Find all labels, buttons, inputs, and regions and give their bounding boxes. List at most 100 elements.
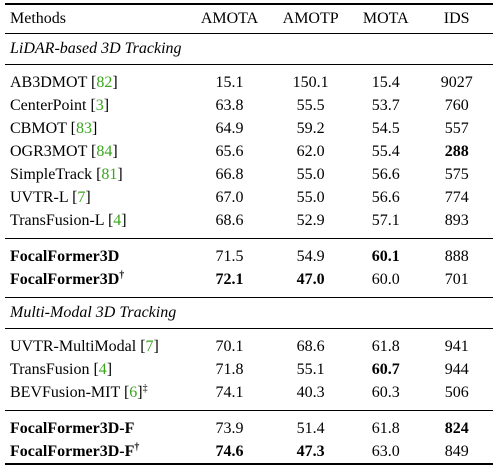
amotp-cell: 54.9 bbox=[296, 248, 325, 265]
dagger-mark: † bbox=[119, 270, 125, 281]
mota-cell: 15.4 bbox=[371, 74, 400, 91]
mota-cell-best: 60.7 bbox=[371, 361, 400, 378]
table-row: SimpleTrack [81] 66.8 55.0 56.6 575 bbox=[5, 163, 493, 186]
method-cell: FocalFormer3D bbox=[5, 239, 189, 269]
method-cell: UVTR-L [7] bbox=[10, 189, 91, 206]
ids-cell: 774 bbox=[444, 189, 469, 206]
method-cell: OGR3MOT [84] bbox=[10, 143, 118, 160]
ids-cell: 888 bbox=[444, 248, 469, 265]
method-cell: FocalFormer3D-F bbox=[5, 411, 189, 441]
ids-cell: 575 bbox=[444, 166, 469, 183]
method-cell: TransFusion [4] bbox=[10, 361, 113, 378]
method-name: AB3DMOT bbox=[10, 74, 88, 91]
tracking-results-table: Methods AMOTA AMOTP MOTA IDS LiDAR-based… bbox=[5, 3, 493, 465]
citation-link[interactable]: 81 bbox=[101, 166, 118, 183]
citation-link[interactable]: 6 bbox=[129, 384, 138, 401]
citation-link[interactable]: 3 bbox=[95, 97, 104, 114]
method-cell: TransFusion-L [4] bbox=[5, 209, 189, 239]
method-name: FocalFormer3D bbox=[10, 271, 120, 288]
mota-cell: 60.0 bbox=[351, 268, 421, 298]
header-row: Methods AMOTA AMOTP MOTA IDS bbox=[5, 3, 493, 34]
method-cell: FocalFormer3D-F† bbox=[5, 440, 189, 465]
method-name: BEVFusion-MIT bbox=[10, 384, 120, 401]
section-header-lidar: LiDAR-based 3D Tracking bbox=[5, 33, 493, 65]
header-ids: IDS bbox=[420, 3, 493, 34]
table-row-ours: FocalFormer3D-F† 74.6 47.3 63.0 849 bbox=[5, 440, 493, 465]
citation-link[interactable]: 4 bbox=[98, 361, 107, 378]
method-name: CBMOT bbox=[10, 120, 67, 137]
method-name: CenterPoint bbox=[10, 97, 87, 114]
amotp-cell: 55.5 bbox=[296, 97, 325, 114]
ids-cell-best: 824 bbox=[444, 420, 469, 437]
mota-cell: 54.5 bbox=[371, 120, 400, 137]
double-dagger-mark: ‡ bbox=[142, 383, 148, 394]
ids-cell: 944 bbox=[444, 361, 469, 378]
citation-link[interactable]: 84 bbox=[96, 143, 113, 160]
citation-link[interactable]: 7 bbox=[145, 338, 154, 355]
citation-link[interactable]: 82 bbox=[96, 74, 113, 91]
amota-cell-best: 72.1 bbox=[188, 268, 271, 298]
table-row-ours: FocalFormer3D 71.5 54.9 60.1 888 bbox=[5, 239, 493, 269]
amota-cell: 66.8 bbox=[215, 166, 244, 183]
mota-cell: 57.1 bbox=[351, 209, 421, 239]
table-row: BEVFusion-MIT [6]‡ 74.1 40.3 60.3 506 bbox=[5, 381, 493, 411]
mota-cell: 56.6 bbox=[371, 166, 400, 183]
table-row-ours: FocalFormer3D-F 73.9 51.4 61.8 824 bbox=[5, 411, 493, 441]
ids-cell: 557 bbox=[444, 120, 469, 137]
dagger-mark: † bbox=[134, 442, 140, 453]
ids-cell: 506 bbox=[420, 381, 493, 411]
header-mota: MOTA bbox=[351, 3, 421, 34]
table-row: CBMOT [83] 64.9 59.2 54.5 557 bbox=[5, 117, 493, 140]
amota-cell: 63.8 bbox=[215, 97, 244, 114]
citation-link[interactable]: 4 bbox=[113, 212, 122, 229]
table-row: CenterPoint [3] 63.8 55.5 53.7 760 bbox=[5, 94, 493, 117]
method-name: OGR3MOT bbox=[10, 143, 88, 160]
method-cell: CBMOT [83] bbox=[10, 120, 98, 137]
method-cell: AB3DMOT [82] bbox=[10, 74, 118, 91]
ids-cell: 701 bbox=[420, 268, 493, 298]
mota-cell: 63.0 bbox=[351, 440, 421, 465]
method-name: TransFusion-L bbox=[10, 212, 104, 229]
amota-cell: 71.5 bbox=[215, 248, 244, 265]
amotp-cell: 55.1 bbox=[296, 361, 325, 378]
amota-cell: 64.9 bbox=[215, 120, 244, 137]
table-row-ours: FocalFormer3D† 72.1 47.0 60.0 701 bbox=[5, 268, 493, 298]
amotp-cell-best: 47.0 bbox=[270, 268, 352, 298]
citation-link[interactable]: 7 bbox=[77, 189, 86, 206]
amotp-cell: 52.9 bbox=[270, 209, 352, 239]
method-name: UVTR-MultiModal bbox=[10, 338, 137, 355]
method-cell: UVTR-MultiModal [7] bbox=[10, 338, 159, 355]
mota-cell: 60.3 bbox=[351, 381, 421, 411]
section-title-lidar: LiDAR-based 3D Tracking bbox=[5, 33, 493, 65]
mota-cell: 55.4 bbox=[371, 143, 400, 160]
amota-cell: 67.0 bbox=[215, 189, 244, 206]
amota-cell: 70.1 bbox=[215, 338, 244, 355]
amotp-cell: 40.3 bbox=[270, 381, 352, 411]
amota-cell: 65.6 bbox=[215, 143, 244, 160]
ids-cell: 849 bbox=[420, 440, 493, 465]
mota-cell: 56.6 bbox=[371, 189, 400, 206]
method-cell: FocalFormer3D† bbox=[5, 268, 189, 298]
ids-cell: 941 bbox=[444, 338, 469, 355]
amotp-cell: 59.2 bbox=[296, 120, 325, 137]
method-name: FocalFormer3D bbox=[10, 248, 120, 265]
amota-cell: 68.6 bbox=[188, 209, 271, 239]
method-cell: CenterPoint [3] bbox=[10, 97, 110, 114]
method-name: UVTR-L bbox=[10, 189, 69, 206]
table-row: UVTR-L [7] 67.0 55.0 56.6 774 bbox=[5, 186, 493, 209]
mota-cell-best: 60.1 bbox=[371, 248, 400, 265]
mota-cell: 61.8 bbox=[371, 420, 400, 437]
mota-cell: 53.7 bbox=[371, 97, 400, 114]
table-row: TransFusion [4] 71.8 55.1 60.7 944 bbox=[5, 358, 493, 381]
table-row: UVTR-MultiModal [7] 70.1 68.6 61.8 941 bbox=[5, 329, 493, 359]
header-methods: Methods bbox=[5, 3, 189, 34]
amota-cell: 71.8 bbox=[215, 361, 244, 378]
header-amota: AMOTA bbox=[188, 3, 271, 34]
section-header-multimodal: Multi-Modal 3D Tracking bbox=[5, 297, 493, 329]
table-row: OGR3MOT [84] 65.6 62.0 55.4 288 bbox=[5, 140, 493, 163]
amota-cell-best: 74.6 bbox=[188, 440, 271, 465]
amotp-cell: 55.0 bbox=[296, 189, 325, 206]
amotp-cell: 150.1 bbox=[292, 74, 329, 91]
citation-link[interactable]: 83 bbox=[75, 120, 92, 137]
section-title-multimodal: Multi-Modal 3D Tracking bbox=[5, 297, 493, 329]
